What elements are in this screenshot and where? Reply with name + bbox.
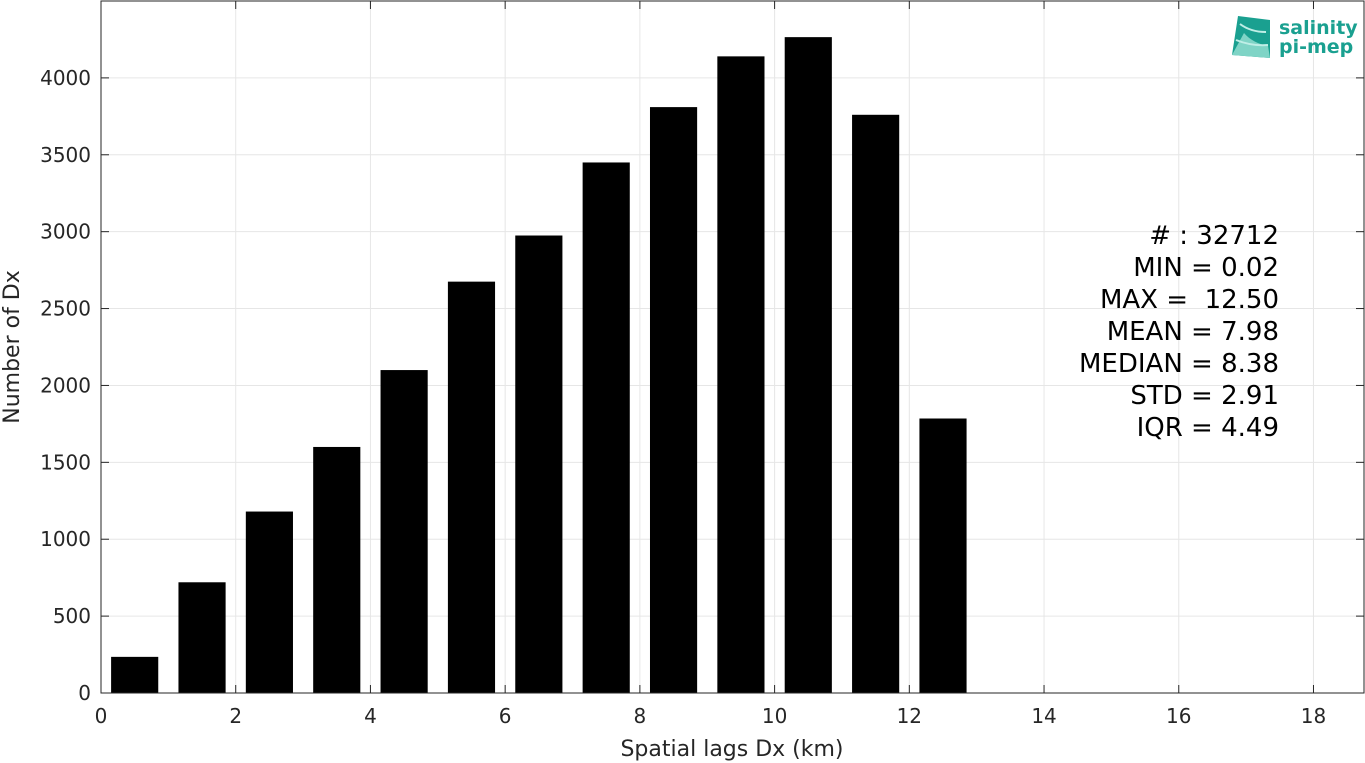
stat-line-0: # : 32712: [1149, 221, 1279, 251]
y-tick-label-1: 500: [53, 604, 91, 628]
plot-frame: [100, 0, 1365, 694]
stat-line-5: STD = 2.91: [1130, 381, 1279, 411]
y-tick-label-2: 1000: [40, 527, 91, 551]
x-axis-label: Spatial lags Dx (km): [620, 737, 843, 762]
y-axis-label: Number of Dx: [0, 270, 25, 424]
bar-8: [649, 107, 698, 693]
axis-ticks: [100, 1, 1364, 694]
x-tick-label-8: 16: [1166, 704, 1191, 728]
logo-line2: pi-mep: [1279, 36, 1353, 58]
x-tick-label-6: 12: [897, 704, 922, 728]
bar-4: [380, 370, 428, 693]
y-tick-label-4: 2000: [40, 373, 91, 397]
bar-6: [515, 235, 563, 693]
histogram-bars: [111, 37, 967, 694]
stat-line-3: MEAN = 7.98: [1107, 317, 1279, 347]
x-tick-label-1: 2: [229, 704, 242, 728]
x-tick-label-3: 6: [499, 704, 512, 728]
y-tick-label-3: 1500: [40, 450, 91, 474]
bar-5: [447, 281, 496, 693]
y-tick-label-8: 4000: [40, 66, 91, 90]
y-tick-label-7: 3500: [40, 143, 91, 167]
bar-12: [919, 418, 967, 693]
bar-11: [852, 114, 900, 694]
bar-1: [178, 582, 226, 693]
y-tick-labels: 0 500 1000 1500 2000 2500 3000 3500 4000: [40, 66, 91, 705]
bar-10: [784, 37, 832, 694]
bar-3: [313, 446, 361, 693]
x-tick-label-9: 18: [1301, 704, 1326, 728]
x-tick-label-2: 4: [364, 704, 377, 728]
logo-line1: salinity: [1279, 17, 1358, 39]
salinity-pi-mep-logo: salinity pi-mep: [1232, 16, 1358, 58]
stat-line-2: MAX = 12.50: [1100, 285, 1279, 315]
y-tick-label-6: 3000: [40, 220, 91, 244]
x-tick-labels: 0 2 4 6 8 10 12 14 16 18: [95, 704, 1327, 728]
bar-9: [717, 56, 765, 694]
logo-mark-icon: [1232, 16, 1270, 58]
x-tick-label-7: 14: [1031, 704, 1056, 728]
bar-7: [582, 162, 630, 693]
x-tick-label-5: 10: [762, 704, 787, 728]
stat-line-4: MEDIAN = 8.38: [1079, 349, 1279, 379]
bar-0: [111, 656, 159, 693]
x-tick-label-0: 0: [95, 704, 108, 728]
y-tick-label-0: 0: [78, 681, 91, 705]
bar-2: [245, 511, 293, 693]
stat-line-1: MIN = 0.02: [1133, 253, 1279, 283]
y-tick-label-5: 2500: [40, 297, 91, 321]
x-tick-label-4: 8: [634, 704, 647, 728]
stat-line-6: IQR = 4.49: [1137, 413, 1279, 443]
